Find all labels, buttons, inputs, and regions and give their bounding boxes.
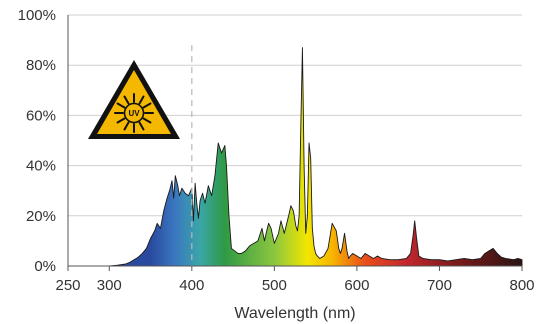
axis-layer bbox=[67, 15, 522, 267]
x-axis-title: Wavelength (nm) bbox=[234, 305, 355, 322]
y-tick-label: 20% bbox=[26, 208, 56, 225]
x-tick-label: 500 bbox=[262, 277, 287, 294]
spectrum-area-series bbox=[75, 47, 523, 267]
x-tick-label: 300 bbox=[97, 277, 122, 294]
y-tick-label: 100% bbox=[18, 7, 56, 24]
y-tick-label: 40% bbox=[26, 158, 56, 175]
x-tick-label: 800 bbox=[509, 277, 534, 294]
x-tick-labels: 250 300 400 500 600 700 800 bbox=[55, 266, 535, 294]
x-tick-label: 600 bbox=[344, 277, 369, 294]
y-tick-label: 60% bbox=[26, 107, 56, 124]
x-tick-label: 250 bbox=[55, 277, 80, 294]
spectrum-area-layer bbox=[75, 47, 523, 267]
uv-icon-label: UV bbox=[128, 109, 140, 118]
uv-warning-triangle-icon: UV bbox=[88, 60, 180, 139]
x-tick-label: 400 bbox=[179, 277, 204, 294]
y-tick-labels: 0% 20% 40% 60% 80% 100% bbox=[18, 7, 56, 275]
y-tick-label: 0% bbox=[34, 258, 56, 275]
y-tick-label: 80% bbox=[26, 57, 56, 74]
x-tick-label: 700 bbox=[427, 277, 452, 294]
